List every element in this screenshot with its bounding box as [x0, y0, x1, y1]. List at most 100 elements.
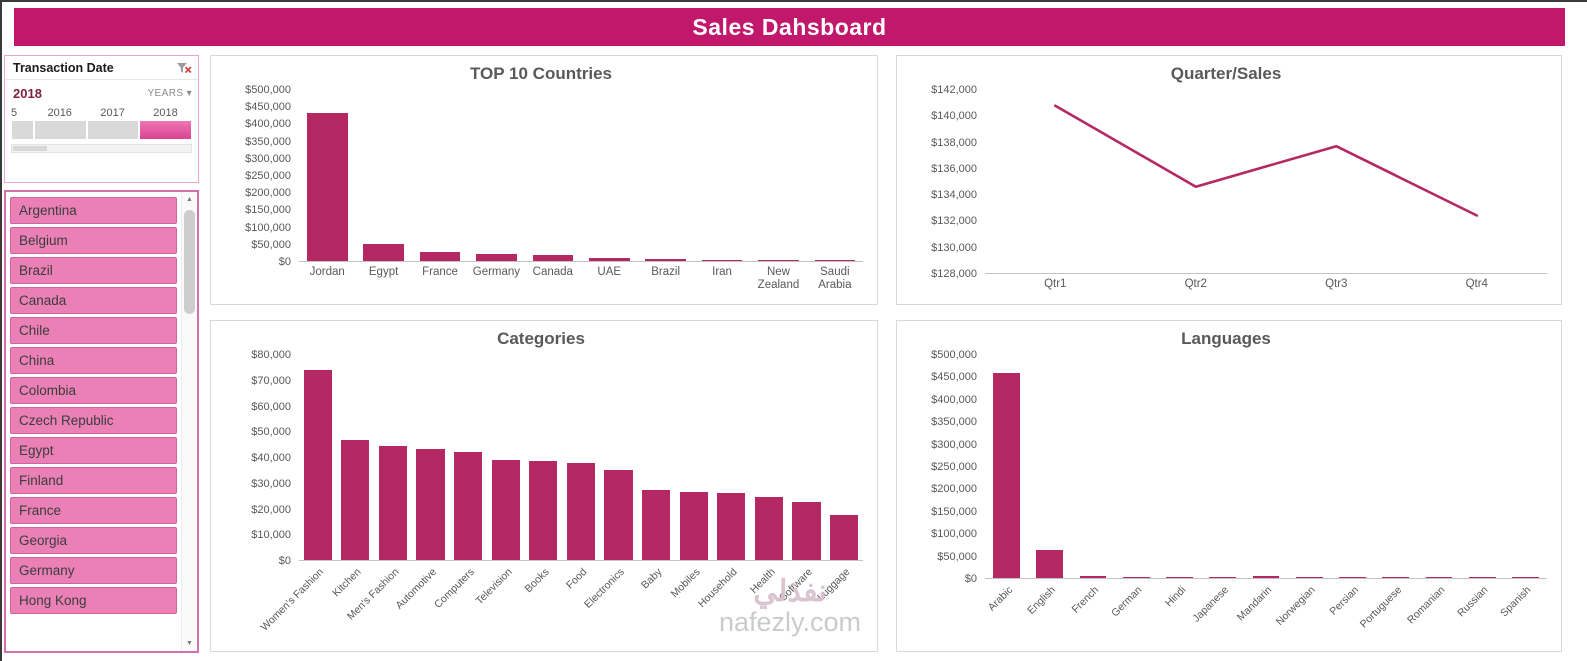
x-axis-label-slot: Qtr3 — [1266, 274, 1407, 296]
country-slicer-item[interactable]: Belgium — [10, 227, 177, 254]
country-slicer-item[interactable]: Egypt — [10, 437, 177, 464]
scroll-up-icon[interactable]: ▲ — [186, 196, 193, 203]
y-tick-label: $250,000 — [931, 461, 977, 473]
x-axis-label: France — [422, 266, 458, 278]
country-slicer-item[interactable]: Georgia — [10, 527, 177, 554]
y-tick-label: $250,000 — [245, 170, 291, 182]
country-list-scrollbar[interactable]: ▲ ▼ — [181, 192, 197, 651]
timeline-year-block[interactable] — [87, 121, 139, 139]
y-tick-label: $200,000 — [245, 187, 291, 200]
bar-slot — [468, 90, 524, 261]
timeline-year-label: 2018 — [153, 107, 178, 119]
y-tick-label: $400,000 — [931, 393, 977, 406]
country-slicer-item[interactable]: China — [10, 347, 177, 374]
bar — [1512, 576, 1539, 578]
chart-area: $500,000 $450,000 $400,000 $350,000 $300,000… — [905, 349, 1547, 643]
y-tick-label: $500,000 — [931, 349, 977, 361]
x-axis-label: French — [1069, 584, 1102, 616]
x-axis-label-slot: Egypt — [355, 262, 411, 296]
bar — [1209, 576, 1237, 578]
bar-slot — [1461, 355, 1504, 578]
y-tick-label: $80,000 — [251, 349, 291, 361]
country-slicer-item[interactable]: Finland — [10, 467, 177, 494]
y-tick-label: $50,000 — [251, 426, 291, 439]
x-axis-label: Jordan — [309, 266, 345, 278]
bar — [306, 113, 348, 261]
plot-area — [299, 355, 863, 561]
bar-slot — [637, 90, 693, 261]
bar-slot — [412, 90, 468, 261]
x-axis-label-slot: Health — [747, 561, 788, 643]
country-slicer-item[interactable]: Argentina — [10, 197, 177, 224]
timeline-scrollbar-thumb[interactable] — [13, 146, 47, 151]
x-axis-label-slot: Books — [523, 561, 563, 643]
country-slicer-item[interactable]: Germany — [10, 557, 177, 584]
country-slicer-item[interactable]: Brazil — [10, 257, 177, 284]
scroll-down-icon[interactable]: ▼ — [186, 640, 193, 647]
x-axis-label-slot: Television — [473, 561, 525, 643]
x-axis-label-slot: Qtr4 — [1407, 274, 1548, 296]
bar-slot — [825, 355, 863, 560]
bar — [792, 502, 821, 560]
y-tick-label: $142,000 — [931, 84, 977, 96]
timeline-year-block[interactable] — [12, 121, 34, 139]
x-axis-label: Women's Fashion — [258, 566, 327, 634]
bar-slot — [1028, 355, 1071, 578]
bar-slot — [807, 90, 863, 261]
bar-slot — [1504, 355, 1547, 578]
y-tick-label: $100,000 — [931, 528, 977, 541]
x-axis-label-slot: Iran — [694, 262, 750, 296]
bar — [1382, 576, 1410, 578]
bar — [993, 372, 1021, 578]
y-tick-label: $128,000 — [931, 268, 977, 280]
bar-slot — [750, 90, 806, 261]
x-axis-labels: Qtr1 Qtr2 Qtr3 Qtr4 — [985, 274, 1547, 296]
bar — [532, 255, 574, 261]
x-axis-label-slot: Arabic — [985, 579, 1028, 643]
bar — [642, 489, 671, 560]
bar-slot — [487, 355, 525, 560]
x-axis-label: Qtr2 — [1184, 278, 1207, 290]
x-axis-label: Saudi Arabia — [818, 266, 852, 292]
bar — [758, 259, 799, 261]
x-axis-label-slot: New Zealand — [750, 262, 806, 296]
x-axis-label-slot: Saudi Arabia — [807, 262, 863, 296]
bar — [378, 445, 408, 560]
y-axis: $500,000 $450,000 $400,000 $350,000 $300,000… — [905, 349, 985, 585]
country-slicer-item[interactable]: Chile — [10, 317, 177, 344]
country-slicer-item[interactable]: Colombia — [10, 377, 177, 404]
bar-slot — [581, 90, 637, 261]
bar — [566, 462, 596, 560]
y-axis: $500,000 $450,000 $400,000 $350,000 $300,000… — [219, 84, 299, 268]
timeline-year-block[interactable] — [140, 121, 191, 139]
y-tick-label: $70,000 — [251, 374, 291, 387]
x-axis-label-slot: Software — [777, 561, 826, 643]
y-tick-label: $0 — [278, 256, 291, 268]
x-axis-label: Persian — [1327, 584, 1361, 618]
country-slicer-item[interactable]: Canada — [10, 287, 177, 314]
date-slicer-header: Transaction Date — [5, 56, 198, 80]
y-tick-label: $20,000 — [251, 503, 291, 516]
bar-slot — [1417, 355, 1460, 578]
page-title: Sales Dahsboard — [692, 13, 887, 40]
clear-filter-icon[interactable] — [176, 62, 192, 75]
granularity-dropdown[interactable]: YEARS ▾ — [147, 88, 192, 99]
y-tick-label: $136,000 — [931, 162, 977, 175]
timeline-scrollbar[interactable] — [11, 144, 192, 153]
x-axis-label: Food — [564, 566, 590, 592]
bar — [717, 493, 746, 560]
bar-slot — [600, 355, 638, 560]
x-axis-label-slot: Baby — [637, 561, 675, 643]
x-axis-label-slot: French — [1069, 579, 1114, 643]
country-slicer-item[interactable]: Czech Republic — [10, 407, 177, 434]
x-axis-label-slot: Canada — [525, 262, 581, 296]
bar — [1252, 576, 1280, 578]
bar-slot — [355, 90, 411, 261]
country-slicer-item[interactable]: France — [10, 497, 177, 524]
y-tick-label: $450,000 — [245, 101, 291, 114]
bar — [303, 370, 332, 560]
country-slicer-item[interactable]: Hong Kong — [10, 587, 177, 614]
timeline-year-block[interactable] — [35, 121, 86, 139]
scrollbar-thumb[interactable] — [184, 210, 195, 314]
x-axis-label: Arabic — [985, 584, 1016, 614]
